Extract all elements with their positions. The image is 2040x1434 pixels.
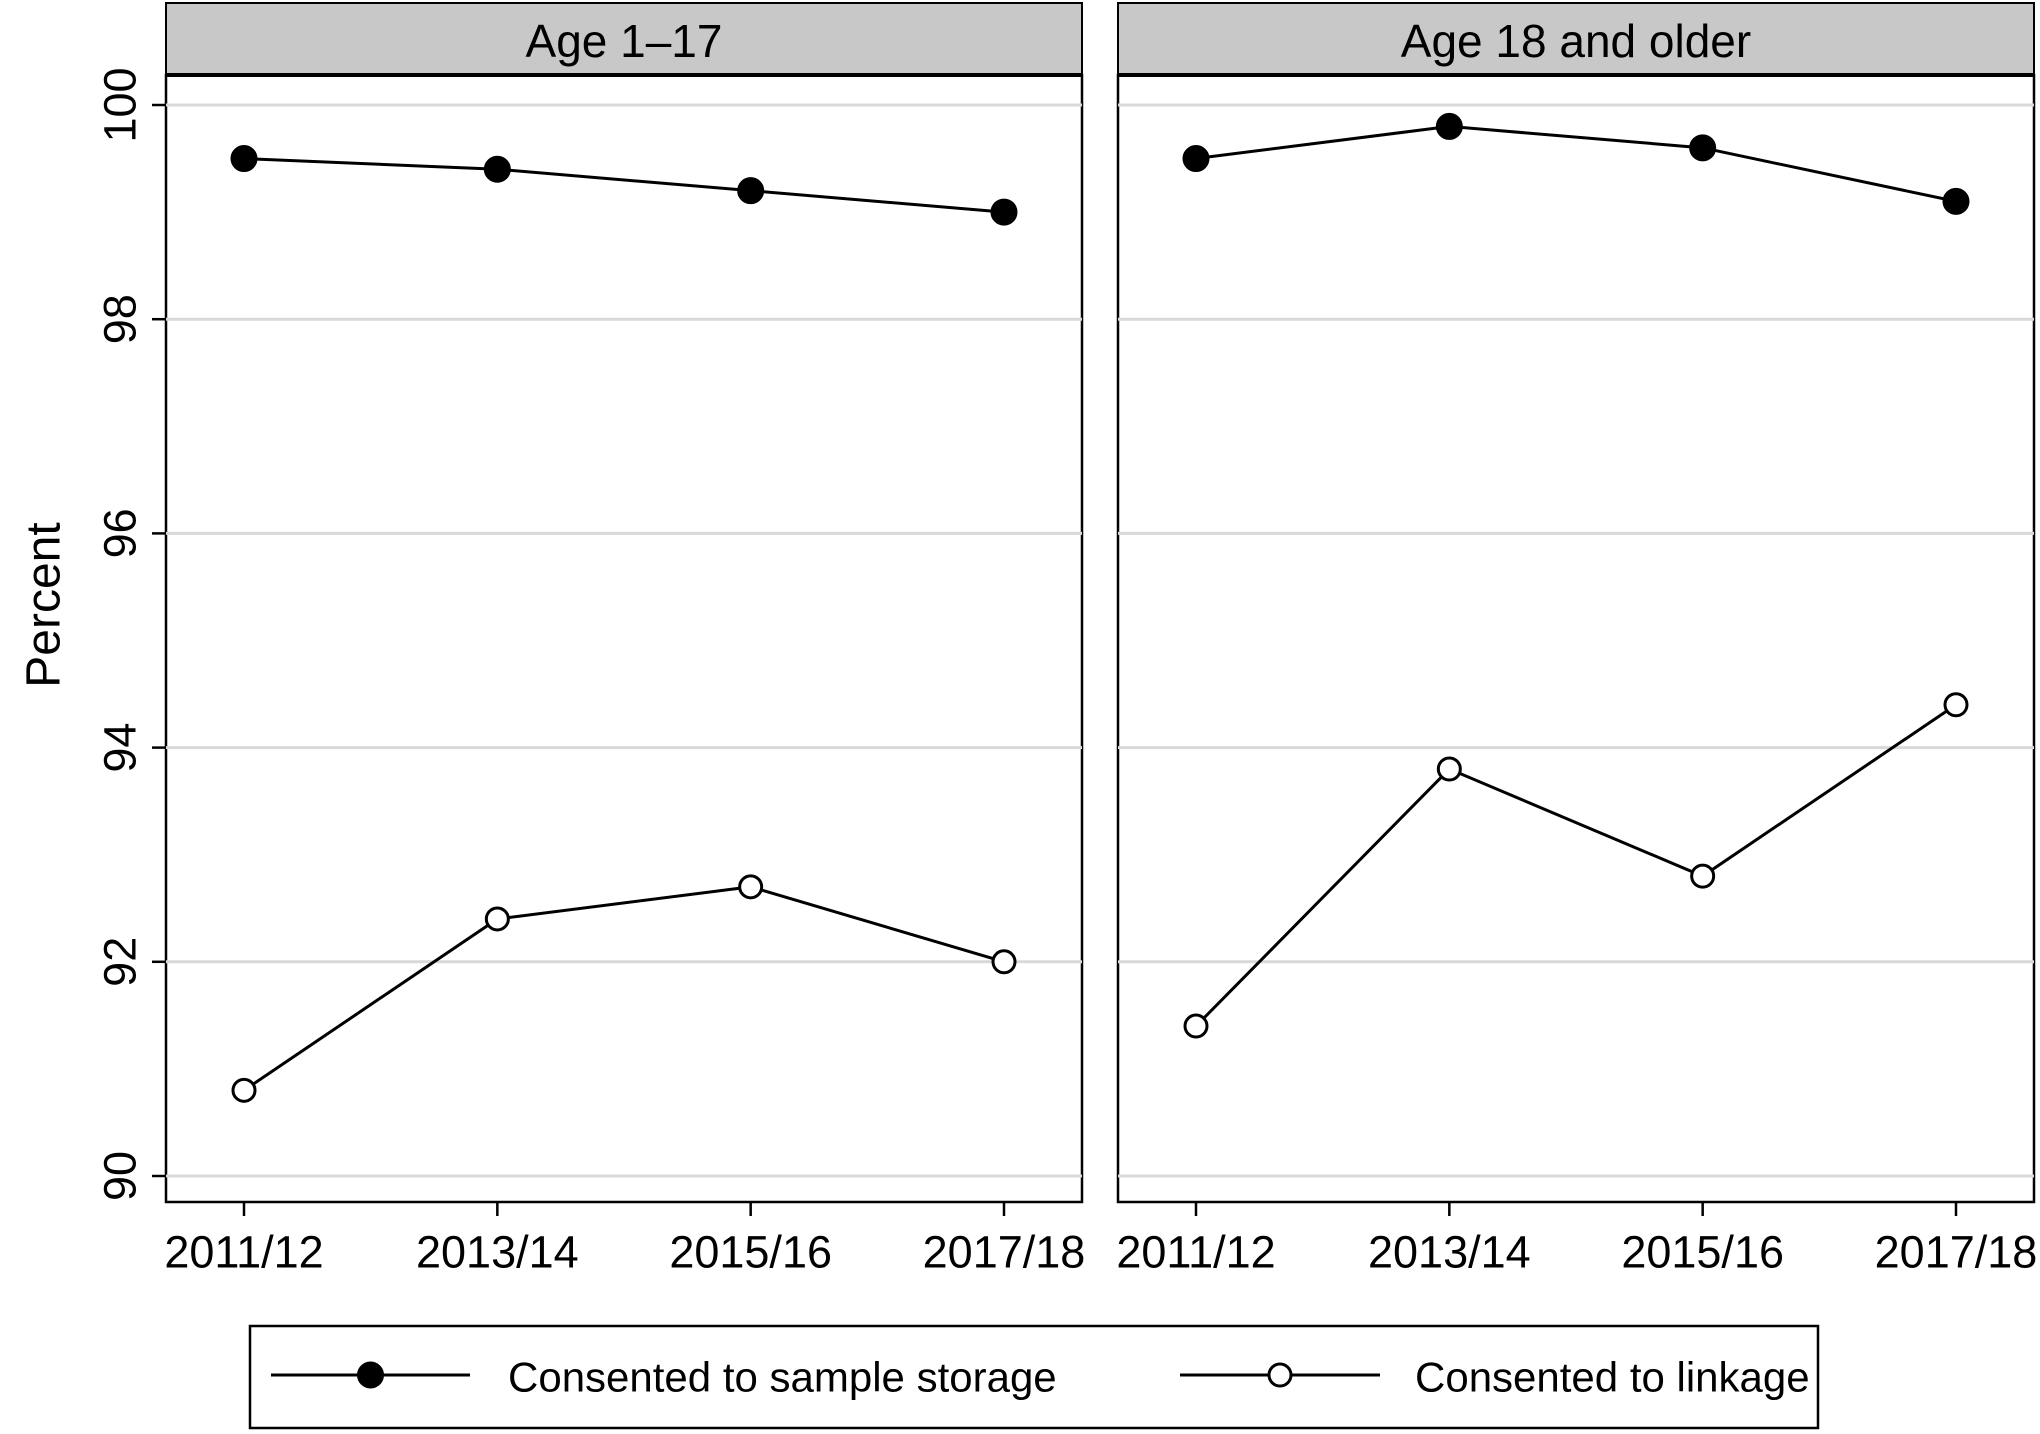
x-tick-label: 2015/16	[669, 1227, 832, 1278]
y-tick-label: 94	[95, 723, 146, 773]
x-tick-label: 2017/18	[1875, 1227, 2038, 1278]
point-filled	[990, 198, 1018, 226]
point-hollow	[1436, 756, 1462, 782]
point-filled	[1689, 134, 1717, 162]
x-tick-label: 2013/14	[1368, 1227, 1531, 1278]
panel-header	[1117, 2, 2035, 76]
series-2	[1183, 692, 1969, 1039]
y-tick-label: 90	[95, 1151, 146, 1201]
panels: 90 92 94 96 98 100 Age 1–17 2011/12 2013/14 2015/…	[95, 2, 2038, 1278]
y-axis-title: Percent	[18, 522, 71, 687]
point-hollow	[991, 949, 1017, 975]
series-1	[230, 145, 1018, 226]
legend-label: Consented to sample storage	[508, 1354, 1057, 1401]
legend-marker-filled	[357, 1361, 384, 1389]
series-2	[231, 874, 1017, 1103]
legend-label: Consented to linkage	[1415, 1354, 1810, 1401]
series-line	[1195, 124, 1957, 203]
point-filled	[483, 155, 511, 183]
plot-frame	[164, 73, 1084, 1204]
y-tick-label: 100	[95, 67, 146, 142]
point-hollow	[231, 1077, 257, 1103]
series-line	[1194, 703, 1957, 1028]
panel-1: Age 1–17 2011/12 2013/14 2015/16 2017/18	[152, 2, 1086, 1278]
point-filled	[737, 177, 765, 205]
x-tick-label: 2015/16	[1621, 1227, 1784, 1278]
x-tick-label: 2011/12	[1116, 1227, 1275, 1278]
legend-item: Consented to sample storage	[271, 1354, 1057, 1401]
x-tick-label: 2011/12	[164, 1227, 323, 1278]
y-tick-label: 98	[95, 294, 146, 344]
panel-2: Age 18 and older 2011/12 2013/14 2015/16 201…	[1116, 2, 2038, 1278]
x-tick-label: 2013/14	[416, 1227, 579, 1278]
point-hollow	[1690, 863, 1716, 889]
series-line	[243, 885, 1005, 1092]
series-line	[243, 157, 1005, 214]
legend-marker-hollow	[1267, 1362, 1293, 1388]
panel-header	[165, 2, 1083, 76]
point-filled	[1435, 112, 1463, 140]
series-1	[1182, 112, 1970, 215]
point-filled	[1942, 187, 1970, 215]
y-tick-label: 92	[95, 937, 146, 987]
point-filled	[1182, 145, 1210, 173]
legend-box	[248, 1324, 1820, 1430]
legend: Consented to sample storage Consented to …	[248, 1324, 1820, 1430]
point-filled	[230, 145, 258, 173]
point-hollow	[1943, 692, 1969, 718]
x-tick-label: 2017/18	[923, 1227, 1086, 1278]
panel-title: Age 18 and older	[1401, 15, 1751, 67]
plot-frame	[1116, 73, 2036, 1204]
point-hollow	[484, 906, 510, 932]
point-hollow	[1183, 1013, 1209, 1039]
panel-title: Age 1–17	[526, 15, 723, 67]
y-tick-label: 96	[95, 508, 146, 558]
point-hollow	[738, 874, 764, 900]
legend-item: Consented to linkage	[1180, 1354, 1810, 1401]
